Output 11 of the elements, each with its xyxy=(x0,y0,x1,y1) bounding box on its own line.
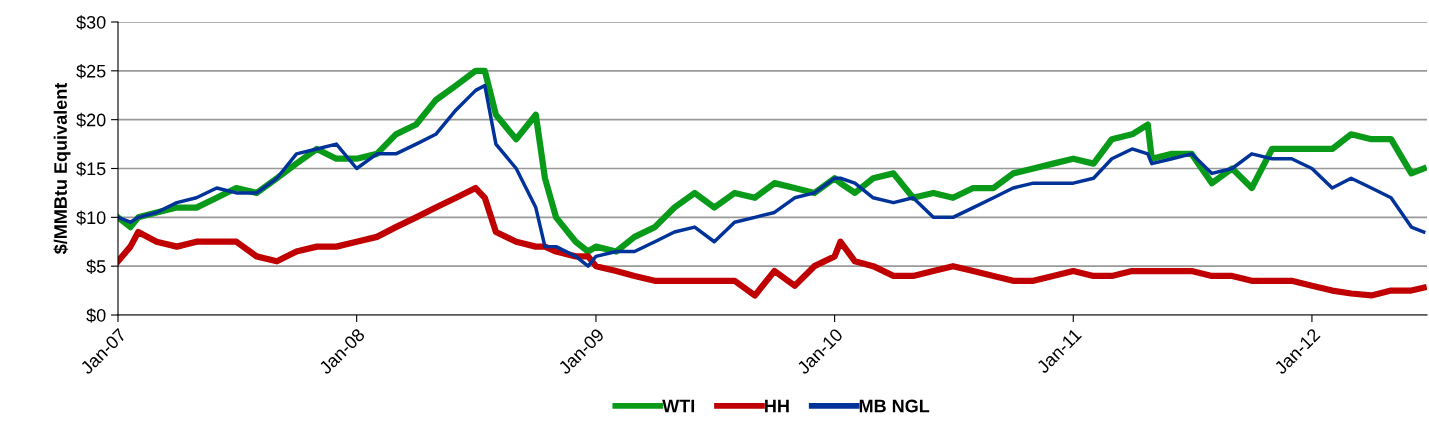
y-tick-label: $15 xyxy=(76,161,106,177)
legend-label: HH xyxy=(765,399,789,413)
y-tick-label: $25 xyxy=(76,64,106,79)
legend-label: WTI xyxy=(662,399,695,413)
y-tick-label: $20 xyxy=(76,112,106,128)
y-tick-label: $10 xyxy=(76,210,106,226)
y-axis-title: $/MMBtu Equivalent xyxy=(53,82,71,255)
y-tick-label: $5 xyxy=(86,259,106,274)
legend-label: MB NGL xyxy=(859,399,930,413)
y-tick-label: $30 xyxy=(76,15,106,30)
y-tick-label: $0 xyxy=(86,308,106,323)
